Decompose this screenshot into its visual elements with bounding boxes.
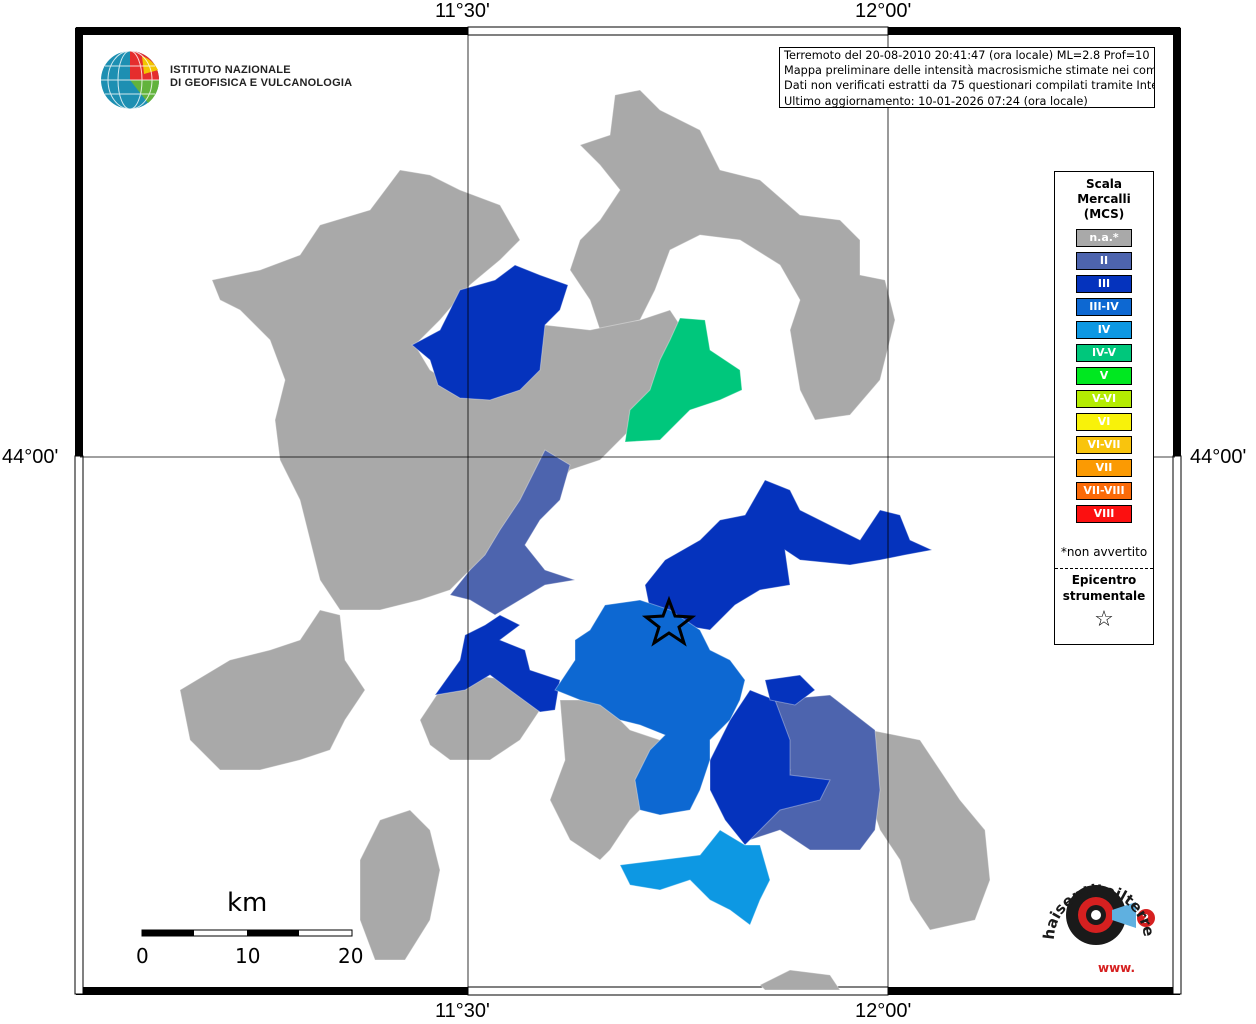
svg-text:?: ? — [1142, 912, 1149, 926]
scale-label-20: 20 — [338, 944, 364, 968]
legend-epi-line-1: Epicentro — [1071, 573, 1137, 587]
info-line-2: Mappa preliminare delle intensità macros… — [784, 64, 1155, 78]
mcs-legend: Scala Mercalli (MCS) n.a.* II III III-IV IV I… — [1054, 171, 1154, 645]
scale-unit: km — [227, 888, 268, 918]
coord-bottom-1200: 12°00' — [855, 1000, 912, 1022]
region-intensity-IV — [619, 829, 771, 926]
ingv-logo — [100, 48, 164, 116]
legend-star-icon: ☆ — [1094, 607, 1114, 632]
haisentito-logo: ? haisentitoilterremoto.it www. — [1026, 846, 1164, 984]
scale-bar — [141, 929, 353, 937]
coord-top-1130: 11°30' — [435, 0, 490, 22]
legend-title: Scala Mercalli (MCS) — [1055, 177, 1153, 222]
scale-label-0: 0 — [136, 944, 149, 968]
legend-item-5: IV-V — [1076, 344, 1132, 362]
event-info-box: Terremoto del 20-08-2010 20:41:47 (ora l… — [779, 47, 1155, 108]
legend-item-1: II — [1076, 252, 1132, 270]
info-line-4: Ultimo aggiornamento: 10-01-2026 07:24 (… — [784, 94, 1088, 108]
legend-item-0: n.a.* — [1076, 229, 1132, 247]
legend-item-6: V — [1076, 367, 1132, 385]
logo-line-1: ISTITUTO NAZIONALE — [170, 64, 291, 76]
legend-epi-line-2: strumentale — [1062, 589, 1146, 603]
info-line-3: Dati non verificati estratti da 75 quest… — [784, 79, 1155, 93]
region-intensity-III — [411, 264, 934, 846]
graticule — [80, 30, 1175, 990]
legend-epicenter-label: Epicentro strumentale — [1055, 572, 1153, 604]
ingv-logo-text: ISTITUTO NAZIONALE DI GEOFISICA E VULCAN… — [170, 64, 352, 90]
map-frame — [74, 26, 1182, 996]
coord-right-4400: 44°00' — [1190, 446, 1247, 468]
legend-item-8: VI — [1076, 413, 1132, 431]
info-line-1: Terremoto del 20-08-2010 20:41:47 (ora l… — [784, 49, 1155, 62]
legend-item-11: VII-VIII — [1076, 482, 1132, 500]
legend-item-3: III-IV — [1076, 298, 1132, 316]
coord-left-4400: 44°00' — [2, 446, 59, 468]
region-intensity-III-IV — [554, 599, 746, 816]
coord-top-1200: 12°00' — [855, 0, 912, 22]
legend-title-2: Mercalli — [1077, 192, 1131, 206]
logo-line-2: DI GEOFISICA E VULCANOLOGIA — [170, 77, 353, 89]
legend-title-3: (MCS) — [1083, 207, 1125, 221]
legend-item-10: VII — [1076, 459, 1132, 477]
legend-title-1: Scala — [1085, 177, 1123, 191]
legend-item-7: V-VI — [1076, 390, 1132, 408]
legend-separator — [1055, 568, 1153, 569]
region-intensity-IV-V — [624, 317, 743, 443]
legend-note: *non avvertito — [1060, 545, 1148, 559]
legend-items: n.a.* II III III-IV IV IV-V V V-VI VI VI-VII VII VI… — [1076, 229, 1132, 528]
legend-item-4: IV — [1076, 321, 1132, 339]
coord-bottom-1130: 11°30' — [435, 1000, 490, 1022]
hsi-www: www. — [1098, 961, 1135, 975]
scale-label-10: 10 — [235, 944, 261, 968]
legend-item-9: VI-VII — [1076, 436, 1132, 454]
epicenter-star — [641, 595, 697, 647]
legend-item-12: VIII — [1076, 505, 1132, 523]
legend-item-2: III — [1076, 275, 1132, 293]
